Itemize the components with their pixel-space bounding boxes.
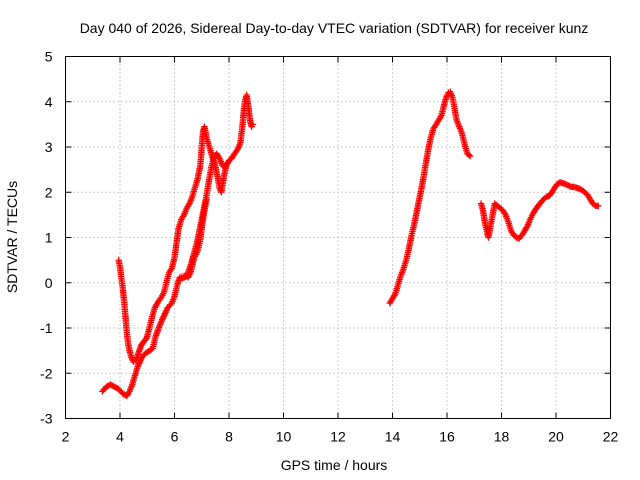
y-tick-label: -3 <box>40 411 53 427</box>
y-axis-label: SDTVAR / TECUs <box>4 181 20 293</box>
series-segment-1a <box>99 195 210 400</box>
y-tick-label: 2 <box>45 184 53 200</box>
x-axis-label: GPS time / hours <box>281 457 388 473</box>
x-tick-label: 2 <box>62 429 70 445</box>
series-segment-1c <box>179 150 231 282</box>
x-tick-label: 4 <box>116 429 124 445</box>
series-segment-2 <box>386 88 474 307</box>
data-point <box>595 202 602 210</box>
data-point <box>249 121 257 128</box>
y-tick-label: -2 <box>40 365 53 381</box>
chart-title: Day 040 of 2026, Sidereal Day-to-day VTE… <box>80 20 589 36</box>
y-tick-label: -1 <box>40 320 53 336</box>
x-tick-label: 18 <box>494 429 510 445</box>
y-tick-label: 1 <box>45 230 53 246</box>
x-tick-label: 10 <box>276 429 292 445</box>
grid <box>65 56 611 419</box>
y-tick-label: 4 <box>45 94 53 110</box>
x-tick-label: 22 <box>603 429 619 445</box>
data-point <box>142 335 149 343</box>
data-point <box>466 152 474 160</box>
x-tick-label: 16 <box>439 429 455 445</box>
y-tick-label: 5 <box>45 49 53 65</box>
data-point <box>224 159 231 167</box>
x-tick-label: 14 <box>385 429 401 445</box>
x-tick-label: 12 <box>330 429 346 445</box>
x-tick-label: 8 <box>225 429 233 445</box>
x-tick-label: 20 <box>548 429 564 445</box>
data-points <box>99 88 602 400</box>
y-tick-label: 0 <box>45 275 53 291</box>
series-segment-1b <box>115 91 257 366</box>
data-point <box>465 151 472 159</box>
x-tick-label: 6 <box>171 429 179 445</box>
series-segment-3 <box>477 179 602 242</box>
y-tick-label: 3 <box>45 139 53 155</box>
